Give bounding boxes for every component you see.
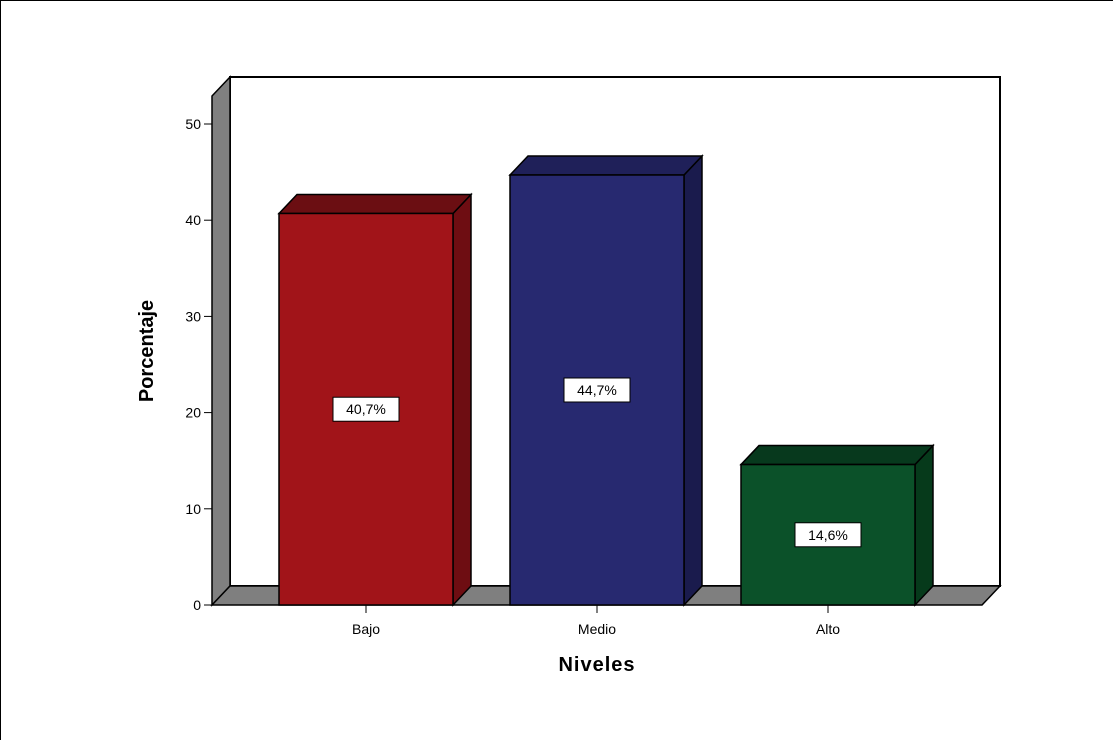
y-tick-label: 0 (193, 597, 201, 613)
y-axis: 0 10 20 30 40 50 (185, 116, 212, 613)
bar-top (508, 155, 704, 176)
bar-medio: 44,7% (508, 154, 704, 607)
y-axis-title: Porcentaje (136, 300, 158, 402)
x-tick-label: Medio (578, 621, 616, 637)
data-label-box (332, 396, 400, 422)
data-label: 14,6% (808, 527, 848, 543)
bar-top (739, 444, 935, 466)
y-tick-label: 10 (185, 501, 201, 517)
x-tick-label: Bajo (352, 621, 380, 637)
data-label: 44,7% (577, 382, 617, 398)
left-wall (211, 75, 231, 607)
y-tick-label: 20 (185, 405, 201, 421)
x-axis: Bajo Medio Alto (352, 605, 840, 637)
bar-side (914, 443, 934, 607)
bar-bajo: 40,7% (277, 192, 473, 607)
y-tick-label: 50 (185, 116, 201, 132)
bar-alto: 14,6% (739, 443, 935, 607)
y-tick-label: 30 (185, 308, 201, 324)
data-label-box (794, 522, 862, 548)
x-tick-label: Alto (816, 621, 840, 637)
y-tick-label: 40 (185, 212, 201, 228)
x-axis-title: Niveles (558, 654, 635, 676)
bar-side (683, 154, 703, 607)
bar-side (452, 192, 472, 607)
bars: 40,7% 44,7% 14,6% (277, 154, 935, 607)
bar-top (277, 193, 473, 215)
data-label-box (563, 377, 631, 403)
data-label: 40,7% (346, 401, 386, 417)
